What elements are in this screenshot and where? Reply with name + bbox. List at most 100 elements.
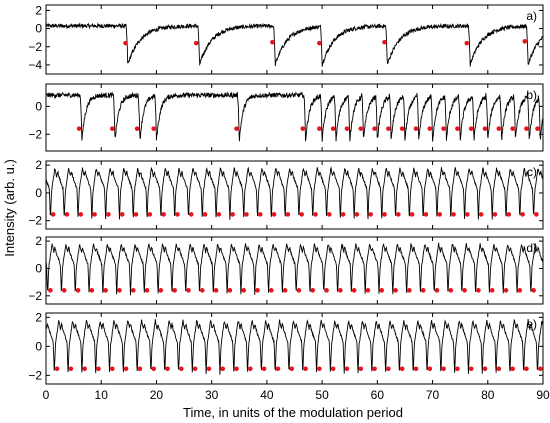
red-marker: [324, 288, 329, 293]
red-marker: [420, 288, 426, 293]
red-marker: [133, 212, 139, 217]
red-marker: [78, 212, 84, 217]
red-marker: [75, 288, 81, 293]
y-axis-label: Intensity (arb. u.): [2, 159, 17, 257]
red-marker: [82, 366, 87, 372]
red-marker: [482, 366, 488, 372]
red-marker: [165, 366, 170, 372]
red-marker: [178, 366, 184, 372]
red-marker: [441, 126, 446, 131]
red-marker: [468, 366, 474, 372]
red-marker: [462, 288, 467, 293]
red-marker: [534, 212, 539, 217]
x-tick-label: 50: [315, 388, 329, 402]
red-marker: [326, 212, 332, 217]
red-marker: [192, 366, 198, 372]
red-marker: [275, 366, 281, 372]
red-marker: [396, 212, 401, 217]
red-marker: [407, 288, 412, 293]
red-marker: [358, 366, 364, 372]
red-marker: [244, 212, 249, 217]
panel-d: 2 0 −2 d): [28, 234, 544, 305]
red-marker: [186, 288, 191, 293]
red-marker: [340, 212, 346, 217]
panel-e: 2 0 −2 e): [28, 310, 544, 385]
panel-label: d): [526, 241, 537, 255]
red-marker: [358, 126, 364, 131]
red-marker: [147, 212, 153, 217]
red-marker: [531, 288, 536, 293]
series-line: [45, 242, 544, 296]
red-marker: [496, 366, 502, 372]
red-marker: [300, 126, 306, 131]
panels-group: 20−2−4a)0−2b)20−2c)20−2d)20−2e)0 10 20 30 40…: [28, 3, 550, 402]
red-marker: [399, 366, 405, 372]
red-marker: [478, 212, 484, 217]
red-marker: [520, 212, 525, 217]
red-marker: [299, 212, 304, 217]
red-marker: [96, 366, 101, 372]
red-marker: [434, 288, 440, 293]
y-tick-label: 2: [35, 3, 42, 17]
red-marker: [216, 212, 222, 217]
red-marker: [144, 288, 150, 293]
red-marker: [506, 212, 512, 217]
red-marker: [317, 40, 322, 46]
panel-frame: [45, 160, 544, 230]
y-tick-label: 0: [35, 339, 42, 353]
red-marker: [409, 212, 415, 217]
panel-label: e): [526, 317, 537, 331]
red-marker: [48, 288, 53, 293]
red-marker: [158, 288, 164, 293]
red-marker: [193, 40, 199, 46]
red-marker: [103, 288, 108, 293]
red-marker: [310, 288, 316, 293]
red-marker: [289, 366, 295, 372]
red-marker: [50, 212, 56, 217]
red-marker: [206, 366, 212, 372]
red-marker: [437, 212, 443, 217]
red-marker: [338, 288, 343, 293]
y-tick-label: 2: [35, 310, 42, 324]
red-marker: [351, 288, 357, 293]
x-tick-label: 30: [205, 388, 219, 402]
red-marker: [423, 212, 429, 217]
red-marker: [64, 212, 70, 217]
y-tick-label: 2: [35, 158, 42, 172]
panel-b: 0 −2 b): [28, 83, 544, 152]
panel-frame: [45, 236, 544, 305]
red-marker: [151, 366, 156, 372]
red-marker: [271, 212, 277, 217]
red-marker: [451, 212, 456, 217]
red-marker: [386, 366, 391, 372]
red-marker: [89, 288, 95, 293]
red-marker: [241, 288, 246, 293]
x-tick-label: 60: [371, 388, 385, 402]
panel-label: b): [526, 88, 537, 102]
series-line: [45, 22, 544, 67]
panel-label: a): [526, 9, 537, 23]
red-marker: [257, 212, 263, 217]
y-tick-label: −4: [28, 58, 42, 72]
red-marker: [413, 126, 419, 131]
red-marker: [106, 212, 111, 217]
red-marker: [109, 366, 115, 372]
red-marker: [255, 288, 260, 293]
red-marker: [386, 126, 391, 131]
series-line: [45, 166, 544, 220]
y-tick-label: 0: [35, 99, 42, 113]
y-tick-label: 0: [35, 22, 42, 36]
red-marker: [123, 366, 129, 372]
panel-a: 2 0 −2 −4 a): [28, 3, 544, 75]
y-tick-label: 2: [35, 234, 42, 248]
red-marker: [213, 288, 219, 293]
red-marker: [172, 288, 177, 293]
x-tick-label: 70: [426, 388, 440, 402]
red-marker: [54, 366, 60, 372]
y-tick-label: 0: [35, 186, 42, 200]
y-tick-label: −2: [28, 368, 42, 382]
red-marker: [372, 126, 377, 131]
red-marker: [441, 366, 446, 372]
red-marker: [510, 126, 515, 131]
